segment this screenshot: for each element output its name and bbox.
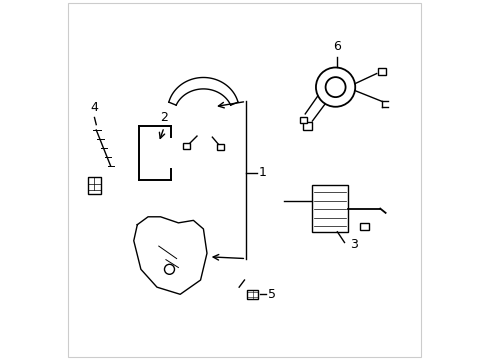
FancyBboxPatch shape <box>246 290 258 299</box>
FancyBboxPatch shape <box>377 68 386 75</box>
Text: 6: 6 <box>333 40 341 53</box>
Text: 5: 5 <box>267 288 275 301</box>
FancyBboxPatch shape <box>359 222 368 230</box>
Bar <box>312 185 347 232</box>
Text: 3: 3 <box>349 238 357 251</box>
FancyBboxPatch shape <box>183 143 189 149</box>
Text: 4: 4 <box>90 101 98 114</box>
FancyBboxPatch shape <box>216 144 224 150</box>
FancyBboxPatch shape <box>299 117 307 123</box>
Text: 2: 2 <box>160 111 168 123</box>
FancyBboxPatch shape <box>303 122 312 130</box>
FancyBboxPatch shape <box>67 3 421 357</box>
FancyBboxPatch shape <box>87 177 101 194</box>
Text: 1: 1 <box>258 166 266 179</box>
